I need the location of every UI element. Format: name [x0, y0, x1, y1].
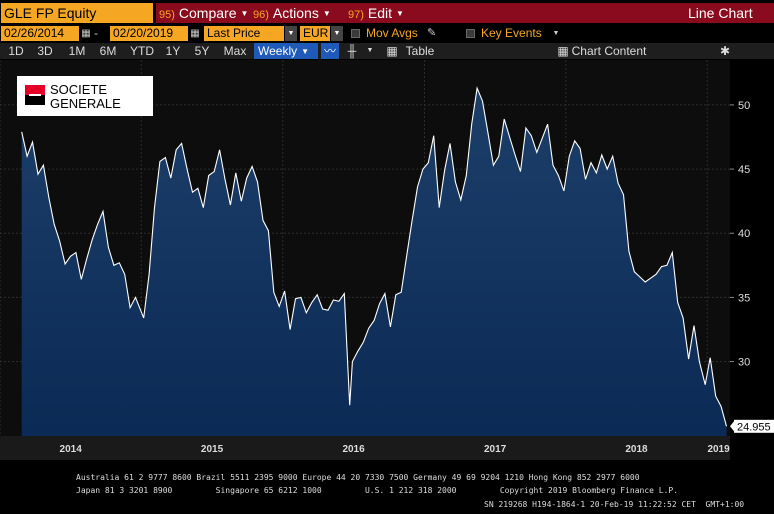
- logo-red-square: [25, 85, 45, 95]
- compare-menu[interactable]: 95) Compare ▼: [159, 3, 248, 23]
- table-button[interactable]: Table: [405, 44, 435, 58]
- candlestick-icon[interactable]: ╫: [347, 44, 357, 58]
- gear-icon[interactable]: ✱: [719, 44, 731, 58]
- y-tick-label: 50: [738, 100, 750, 112]
- last-price-pointer: [730, 421, 734, 432]
- table-icon[interactable]: ▦: [386, 44, 398, 58]
- y-tick-label: 35: [738, 292, 750, 304]
- societe-generale-logo: SOCIETE GENERALE: [17, 76, 153, 116]
- chevron-down-icon[interactable]: ▼: [552, 30, 560, 37]
- range-ytd[interactable]: YTD: [130, 44, 154, 58]
- price-field-select[interactable]: Last Price: [204, 26, 284, 41]
- pencil-icon[interactable]: ✎: [427, 27, 437, 39]
- x-tick-label: 2019: [707, 444, 730, 455]
- range-bar: 1D 3D 1M 6M YTD 1Y 5Y Max Weekly ▼ 〰 ╫ ▼ …: [0, 43, 774, 59]
- footer-contacts-line1: Australia 61 2 9777 8600 Brazil 5511 239…: [76, 473, 640, 482]
- x-axis-band: [0, 436, 730, 460]
- range-1d[interactable]: 1D: [8, 44, 24, 58]
- range-1m[interactable]: 1M: [68, 44, 86, 58]
- logo-text-line2: GENERALE: [50, 96, 121, 111]
- range-1y[interactable]: 1Y: [165, 44, 181, 58]
- price-line: [21, 86, 728, 427]
- logo-text-line1: SOCIETE: [50, 82, 107, 97]
- chart-type-title: Line Chart: [688, 5, 753, 21]
- menu-bar: [156, 3, 774, 23]
- range-5y[interactable]: 5Y: [194, 44, 210, 58]
- y-tick-label: 40: [738, 228, 750, 240]
- x-axis-labels: 2014 2015 2016 2017 2018 2019: [60, 444, 731, 455]
- key-events-checkbox[interactable]: [466, 29, 475, 38]
- actions-menu[interactable]: 96) Actions ▼: [253, 3, 331, 23]
- edit-label: Edit: [367, 5, 393, 21]
- last-price-marker: 24.955: [730, 419, 774, 433]
- footer-contacts-line2: Japan 81 3 3201 8900 Singapore 65 6212 1…: [76, 486, 679, 495]
- logo-white-bar: [29, 94, 41, 96]
- frequency-select[interactable]: Weekly ▼: [254, 43, 318, 59]
- last-price-label: 24.955: [737, 421, 771, 433]
- start-date-field[interactable]: 02/26/2014: [1, 26, 79, 41]
- y-axis-ticks: 30 35 40 45 50: [730, 100, 750, 369]
- compare-label: Compare: [178, 5, 237, 21]
- chevron-down-icon: ▼: [301, 46, 310, 56]
- chevron-down-icon[interactable]: ▼: [285, 26, 297, 41]
- last-price-box: [734, 419, 774, 433]
- chart-content-button[interactable]: Chart Content: [571, 44, 647, 58]
- x-tick-label: 2018: [625, 444, 648, 455]
- key-events-label[interactable]: Key Events: [481, 26, 542, 40]
- chevron-down-icon[interactable]: ▼: [366, 47, 374, 54]
- mov-avgs-checkbox[interactable]: [351, 29, 360, 38]
- end-date-field[interactable]: 02/20/2019: [110, 26, 188, 41]
- footer-timestamp: SN 219268 H194-1864-1 20-Feb-19 11:22:52…: [484, 500, 745, 509]
- x-tick-label: 2015: [201, 444, 224, 455]
- price-area-fill: [21, 88, 727, 436]
- chevron-down-icon: ▼: [322, 9, 331, 19]
- mov-avgs-label[interactable]: Mov Avgs: [366, 26, 418, 40]
- edit-number: 97): [348, 9, 364, 21]
- chart-content-icon[interactable]: ▦: [557, 44, 569, 58]
- top-toolbar: GLE FP Equity 95) Compare ▼ 96) Actions ▼ 97…: [0, 0, 774, 24]
- frequency-label: Weekly: [258, 44, 298, 58]
- date-separator: -: [94, 26, 98, 40]
- y-tick-label: 45: [738, 164, 750, 176]
- line-chart-icon[interactable]: 〰: [321, 43, 339, 59]
- x-tick-label: 2014: [60, 444, 83, 455]
- compare-number: 95): [159, 9, 175, 21]
- calendar-icon[interactable]: ▦: [190, 28, 200, 39]
- chevron-down-icon: ▼: [396, 9, 404, 19]
- currency-select[interactable]: EUR: [300, 26, 330, 41]
- calendar-icon[interactable]: ▦: [81, 28, 91, 39]
- chevron-down-icon[interactable]: ▼: [331, 26, 343, 41]
- actions-number: 96): [253, 9, 269, 21]
- edit-menu[interactable]: 97) Edit ▼: [348, 3, 404, 23]
- actions-label: Actions: [272, 5, 319, 21]
- range-max[interactable]: Max: [223, 44, 247, 58]
- chevron-down-icon: ▼: [240, 9, 249, 19]
- price-chart[interactable]: 30 35 40 45 50 2014 2015 2016 2017 2018 2019 24.9…: [0, 60, 774, 486]
- x-tick-label: 2016: [342, 444, 365, 455]
- ticker-field[interactable]: GLE FP Equity: [1, 3, 153, 23]
- y-tick-label: 30: [738, 357, 750, 369]
- x-tick-label: 2017: [484, 444, 507, 455]
- logo-black-square: [25, 95, 45, 105]
- settings-bar: 02/26/2014 ▦ - 02/20/2019 ▦ Last Price ▼…: [0, 25, 774, 42]
- range-6m[interactable]: 6M: [99, 44, 117, 58]
- range-3d[interactable]: 3D: [37, 44, 53, 58]
